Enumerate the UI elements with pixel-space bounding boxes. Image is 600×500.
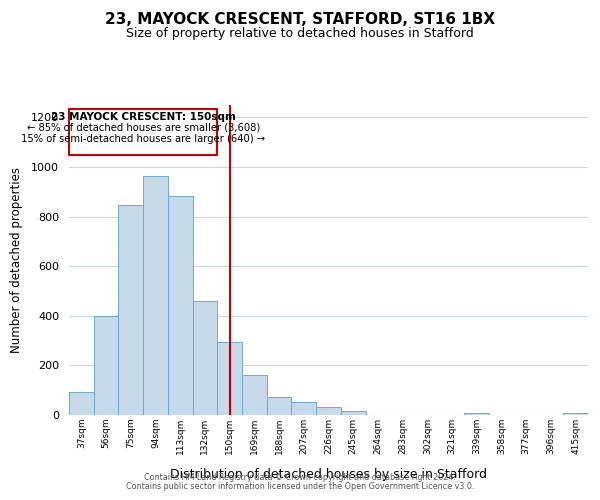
Bar (341, 410, 365, 415)
Bar (118, 204, 143, 415)
Bar (143, 176, 168, 415)
Text: Size of property relative to detached houses in Stafford: Size of property relative to detached ho… (126, 28, 474, 40)
Text: ← 85% of detached houses are smaller (3,608): ← 85% of detached houses are smaller (3,… (26, 123, 260, 133)
Text: Contains HM Land Registry data © Crown copyright and database right 2024.: Contains HM Land Registry data © Crown c… (144, 474, 456, 482)
Text: 23, MAYOCK CRESCENT, STAFFORD, ST16 1BX: 23, MAYOCK CRESCENT, STAFFORD, ST16 1BX (105, 12, 495, 28)
Bar (69, 392, 94, 415)
X-axis label: Distribution of detached houses by size in Stafford: Distribution of detached houses by size … (170, 468, 487, 481)
Bar (242, 376, 267, 415)
Bar (563, 413, 588, 415)
Bar (193, 301, 217, 415)
Bar (168, 196, 193, 415)
Bar (94, 316, 118, 415)
Bar (464, 413, 489, 415)
Y-axis label: Number of detached properties: Number of detached properties (10, 167, 23, 353)
Text: 23 MAYOCK CRESCENT: 150sqm: 23 MAYOCK CRESCENT: 150sqm (51, 112, 236, 122)
FancyBboxPatch shape (69, 108, 217, 154)
Bar (267, 397, 292, 415)
Text: 15% of semi-detached houses are larger (640) →: 15% of semi-detached houses are larger (… (21, 134, 265, 144)
Bar (292, 402, 316, 415)
Text: Contains public sector information licensed under the Open Government Licence v3: Contains public sector information licen… (126, 482, 474, 491)
Bar (217, 342, 242, 415)
Bar (316, 407, 341, 415)
